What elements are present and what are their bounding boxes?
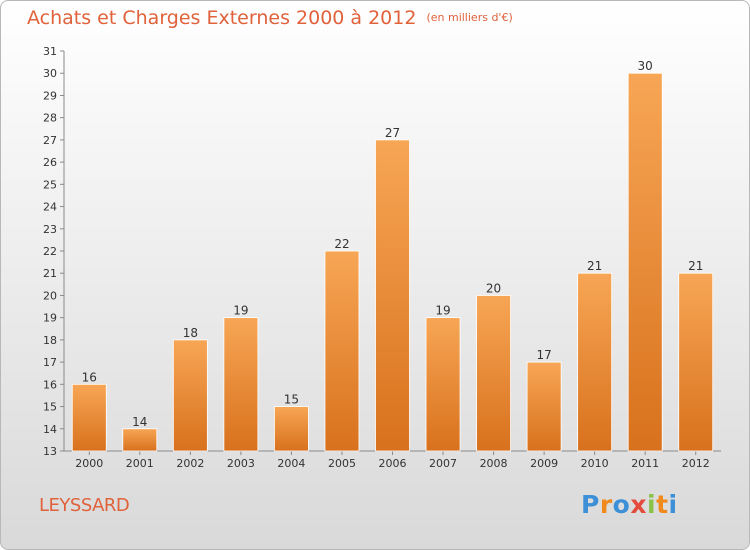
bar (425, 317, 461, 452)
y-tick-label: 29 (43, 89, 57, 102)
y-tick-label: 16 (43, 378, 57, 391)
y-tick-label: 15 (43, 401, 57, 414)
x-tick-label: 2010 (581, 457, 609, 470)
y-tick-label: 30 (43, 67, 57, 80)
y-tick-label: 31 (43, 45, 57, 58)
proxiti-logo: Proxiti (581, 490, 678, 519)
bar (526, 361, 562, 452)
x-tick-label: 2003 (227, 457, 255, 470)
bar (577, 272, 613, 452)
logo-letter: P (581, 490, 600, 519)
bar-value-label: 15 (284, 393, 299, 407)
bar (476, 295, 511, 452)
bar (172, 339, 208, 452)
bar-value-label: 19 (435, 304, 450, 318)
bar-value-label: 19 (233, 304, 248, 318)
y-tick-label: 17 (43, 356, 57, 369)
x-tick-label: 2011 (631, 457, 659, 470)
bar-value-label: 18 (183, 326, 198, 340)
logo-letter: x (630, 490, 647, 519)
y-tick-label: 13 (43, 445, 57, 458)
x-tick-label: 2001 (126, 457, 154, 470)
x-tick-label: 2005 (328, 457, 356, 470)
x-tick-label: 2009 (530, 457, 558, 470)
logo-letter: i (647, 490, 657, 519)
y-tick-label: 21 (43, 267, 57, 280)
y-tick-label: 24 (43, 201, 57, 214)
bar-value-label: 21 (587, 259, 602, 273)
y-tick-label: 14 (43, 423, 57, 436)
y-tick-label: 27 (43, 134, 57, 147)
bar-value-label: 30 (638, 59, 653, 73)
x-tick-label: 2006 (379, 457, 407, 470)
bar (71, 383, 107, 452)
bar (274, 406, 309, 452)
commune-name: LEYSSARD (39, 495, 130, 516)
bar (122, 428, 158, 452)
bar-value-label: 20 (486, 281, 501, 295)
y-tick-label: 19 (43, 312, 57, 325)
x-tick-label: 2008 (480, 457, 508, 470)
bar (375, 139, 410, 452)
y-tick-label: 22 (43, 245, 57, 258)
bar-value-label: 22 (334, 237, 349, 251)
y-tick-label: 25 (43, 178, 57, 191)
bar-value-label: 16 (82, 370, 97, 384)
y-tick-label: 28 (43, 112, 57, 125)
y-tick-label: 26 (43, 156, 57, 169)
bar (678, 272, 714, 452)
bar-value-label: 14 (132, 415, 147, 429)
bars (71, 72, 714, 452)
bar-value-label: 27 (385, 126, 400, 140)
y-tick-label: 20 (43, 289, 57, 302)
chart-subtitle: (en milliers d'€) (426, 11, 513, 24)
bar-value-label: 21 (688, 259, 703, 273)
labels: 16 2000 14 2001 18 2002 19 2003 15 2004 22 2005 27 20… (75, 59, 709, 470)
y-tick-label: 18 (43, 334, 57, 347)
x-tick-label: 2007 (429, 457, 457, 470)
y-tick-label: 23 (43, 223, 57, 236)
x-tick-label: 2000 (75, 457, 103, 470)
bar (223, 317, 259, 452)
bar (324, 250, 360, 452)
logo-letter: o (612, 490, 631, 519)
x-tick-label: 2012 (682, 457, 710, 470)
bar (627, 72, 663, 452)
logo-letter: t (656, 490, 669, 519)
bar-value-label: 17 (536, 348, 551, 362)
x-tick-label: 2002 (176, 457, 204, 470)
chart-title-text: Achats et Charges Externes 2000 à 2012 (27, 7, 417, 29)
chart-title: Achats et Charges Externes 2000 à 2012 (e… (27, 7, 513, 29)
logo-letter: i (668, 490, 678, 519)
x-tick-label: 2004 (277, 457, 305, 470)
logo-letter: r (599, 490, 613, 519)
